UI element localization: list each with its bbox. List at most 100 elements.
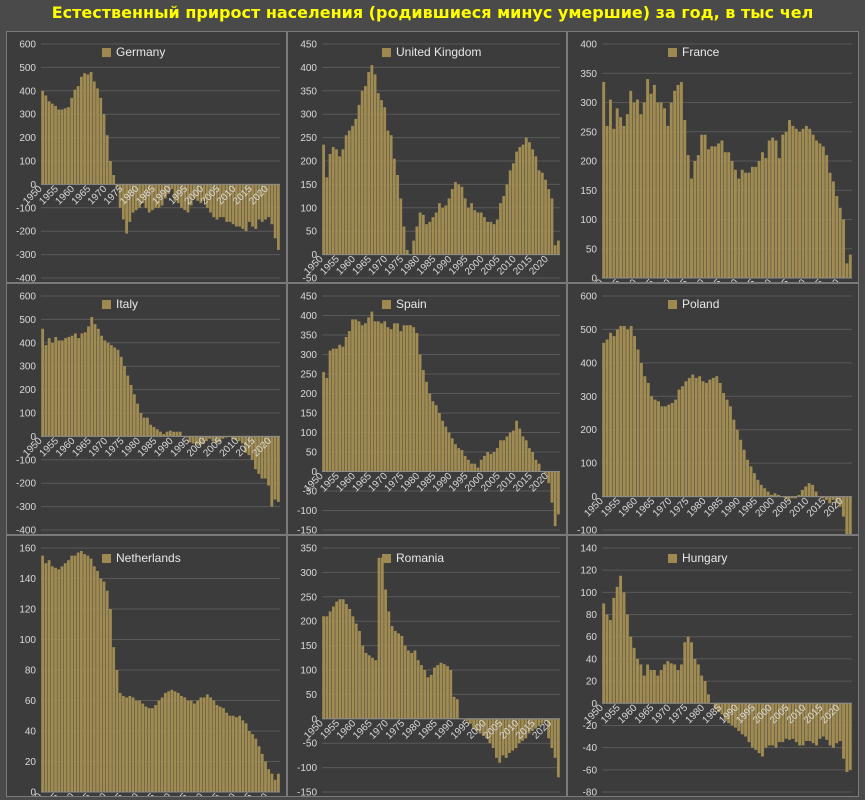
bar <box>83 73 86 185</box>
bar <box>831 703 835 748</box>
bar <box>218 706 222 792</box>
bar <box>485 718 489 739</box>
bar <box>761 703 764 757</box>
bar <box>389 329 393 472</box>
bar <box>116 349 120 437</box>
bar <box>653 399 657 497</box>
bar <box>348 609 352 719</box>
bar <box>415 226 419 255</box>
bar <box>225 712 229 792</box>
bar <box>818 703 822 739</box>
bar <box>514 718 518 749</box>
bar <box>400 635 404 719</box>
bar <box>759 484 763 497</box>
bar <box>733 703 737 728</box>
bar <box>646 382 650 497</box>
bar <box>489 221 493 255</box>
bar <box>195 436 198 445</box>
bar <box>777 158 781 278</box>
chart-svg: -150-100-5005010015020025030035019501955… <box>297 544 560 796</box>
y-tick-label: 100 <box>19 157 36 168</box>
bar <box>629 636 633 704</box>
y-tick-label: 300 <box>300 568 317 579</box>
y-tick-label: 50 <box>306 690 318 701</box>
bar <box>848 254 852 278</box>
bar <box>222 708 225 793</box>
bar <box>659 102 663 278</box>
bar <box>841 496 845 517</box>
bar <box>399 331 403 472</box>
bar <box>804 125 808 279</box>
legend-label: Netherlands <box>116 551 181 565</box>
bar <box>263 436 267 479</box>
y-tick-label: 600 <box>580 292 597 303</box>
bar <box>131 184 135 213</box>
bar <box>511 163 515 255</box>
bar <box>212 700 216 792</box>
bar <box>720 140 724 278</box>
bar <box>696 664 700 704</box>
bar <box>544 179 547 255</box>
y-tick-label: 140 <box>19 574 36 585</box>
bar <box>160 184 164 206</box>
bar <box>602 603 606 704</box>
bar <box>209 697 212 792</box>
bar <box>105 135 109 185</box>
y-tick-label: 200 <box>19 385 36 396</box>
bar <box>790 496 794 499</box>
bar <box>402 325 406 472</box>
bar <box>733 169 737 278</box>
bar <box>112 175 116 185</box>
bar <box>676 670 680 704</box>
bar <box>277 184 280 250</box>
bar <box>254 436 257 470</box>
chart-panel-hungary: -80 -60 -40 -20 0 20 40 60 80 100 120 140 1950 1955 19… <box>567 535 859 797</box>
bar <box>273 184 277 239</box>
bar <box>224 436 228 438</box>
y-tick-label: -100 <box>577 526 597 536</box>
bar <box>154 705 158 792</box>
bar <box>703 681 707 704</box>
y-tick-label: 40 <box>25 727 37 738</box>
bar <box>159 431 162 437</box>
bar <box>619 117 623 279</box>
bar <box>79 76 83 185</box>
y-tick-label: 150 <box>580 186 597 197</box>
bar <box>754 166 758 278</box>
bar <box>515 151 518 255</box>
y-tick-label: -100 <box>16 455 36 466</box>
bar <box>808 128 812 278</box>
legend-swatch <box>668 554 677 563</box>
bar <box>189 700 193 792</box>
bar <box>703 134 707 278</box>
bar <box>531 452 535 472</box>
bar <box>176 692 180 793</box>
bar <box>139 413 143 437</box>
bar <box>90 317 94 437</box>
bar <box>540 172 544 255</box>
bar <box>508 170 512 255</box>
bar <box>828 496 832 504</box>
bar <box>450 438 454 472</box>
bar <box>708 379 712 497</box>
y-tick-label: 0 <box>311 714 317 725</box>
bar <box>96 328 100 437</box>
y-tick-label: 350 <box>300 331 317 342</box>
bar <box>360 325 364 472</box>
bar <box>534 718 537 729</box>
bar <box>715 376 719 497</box>
bar <box>460 450 464 472</box>
bar <box>725 399 729 497</box>
bar <box>41 555 45 793</box>
bar <box>444 205 448 255</box>
bar <box>390 626 394 719</box>
y-tick-label: 350 <box>300 86 317 97</box>
y-tick-label: -20 <box>583 721 598 732</box>
bar <box>134 184 138 211</box>
bar <box>649 670 653 704</box>
bar <box>260 753 264 793</box>
bar <box>757 703 761 754</box>
bar <box>518 428 522 472</box>
bar <box>463 198 467 255</box>
y-tick-label: -100 <box>297 506 317 517</box>
